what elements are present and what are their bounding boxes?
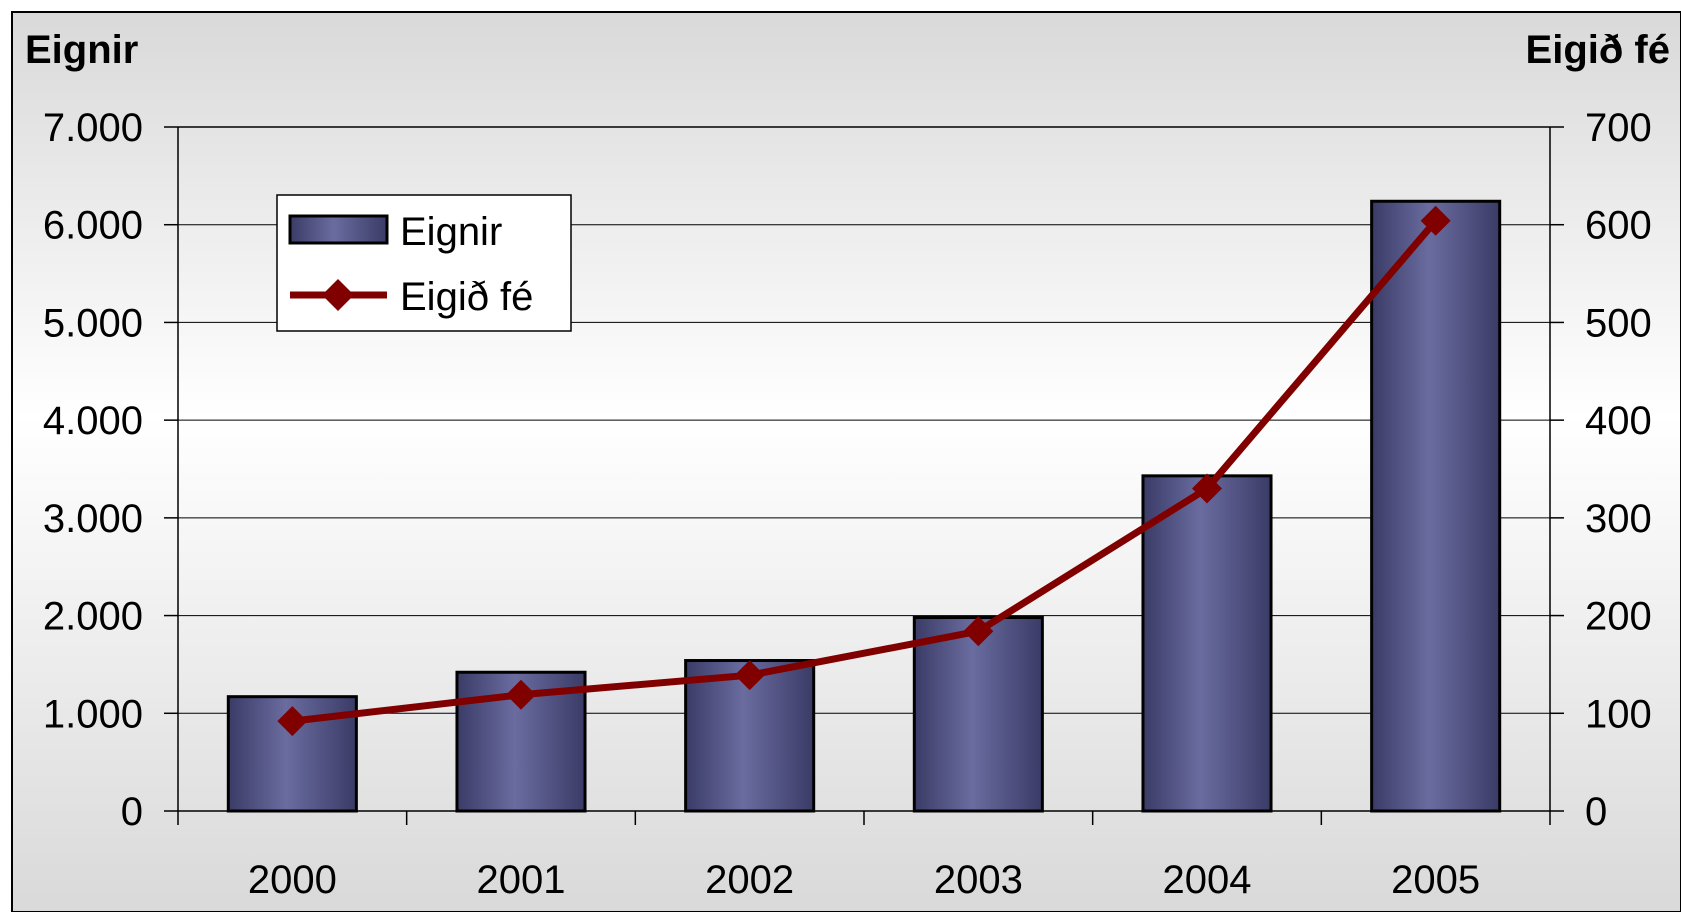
left-tick-label: 7.000 — [43, 106, 143, 150]
bar — [1141, 474, 1273, 813]
x-tick-label: 2004 — [1163, 858, 1252, 902]
line-marker — [506, 679, 536, 710]
legend-label-eigid-fe: Eigið fé — [400, 275, 533, 319]
x-tick-label: 2001 — [477, 858, 566, 902]
line-marker — [277, 706, 308, 737]
legend: Eignir Eigið fé — [276, 194, 572, 332]
line-series — [277, 205, 1451, 737]
right-tick-label: 100 — [1585, 692, 1652, 736]
x-tick-label: 2002 — [705, 858, 794, 902]
right-tick-label: 200 — [1585, 595, 1652, 639]
right-tick-label: 700 — [1585, 106, 1652, 150]
line-marker — [963, 616, 994, 647]
right-axis-title: Eigið fé — [1526, 28, 1670, 72]
legend-label-eignir: Eignir — [400, 210, 502, 254]
right-tick-label: 600 — [1585, 204, 1652, 248]
left-tick-label: 1.000 — [43, 692, 143, 736]
bar — [1370, 199, 1502, 813]
left-axis-title: Eignir — [25, 28, 138, 72]
line-marker — [1420, 205, 1451, 236]
left-tick-label: 5.000 — [43, 301, 143, 345]
x-tick-label: 2005 — [1391, 858, 1480, 902]
left-tick-label: 3.000 — [43, 497, 143, 541]
right-tick-label: 400 — [1585, 399, 1652, 443]
x-tick-label: 2003 — [934, 858, 1023, 902]
axes — [164, 126, 1564, 825]
right-tick-label: 0 — [1585, 790, 1607, 834]
right-tick-label: 300 — [1585, 497, 1652, 541]
axis-labels: 0 1.000 2.000 3.000 4.000 5.000 6.000 7.000 0 100… — [43, 106, 1652, 902]
left-tick-label: 0 — [121, 790, 143, 834]
left-tick-label: 2.000 — [43, 595, 143, 639]
legend-bar-swatch — [288, 214, 389, 245]
line-marker — [734, 660, 765, 691]
legend-diamond-marker — [322, 279, 354, 311]
left-tick-label: 6.000 — [43, 204, 143, 248]
x-tick-label: 2000 — [248, 858, 337, 902]
right-tick-label: 500 — [1585, 301, 1652, 345]
line-marker — [1192, 473, 1222, 504]
line-path — [291, 218, 1439, 725]
bar — [912, 616, 1044, 813]
bar-series — [226, 199, 1502, 813]
left-tick-label: 4.000 — [43, 399, 143, 443]
